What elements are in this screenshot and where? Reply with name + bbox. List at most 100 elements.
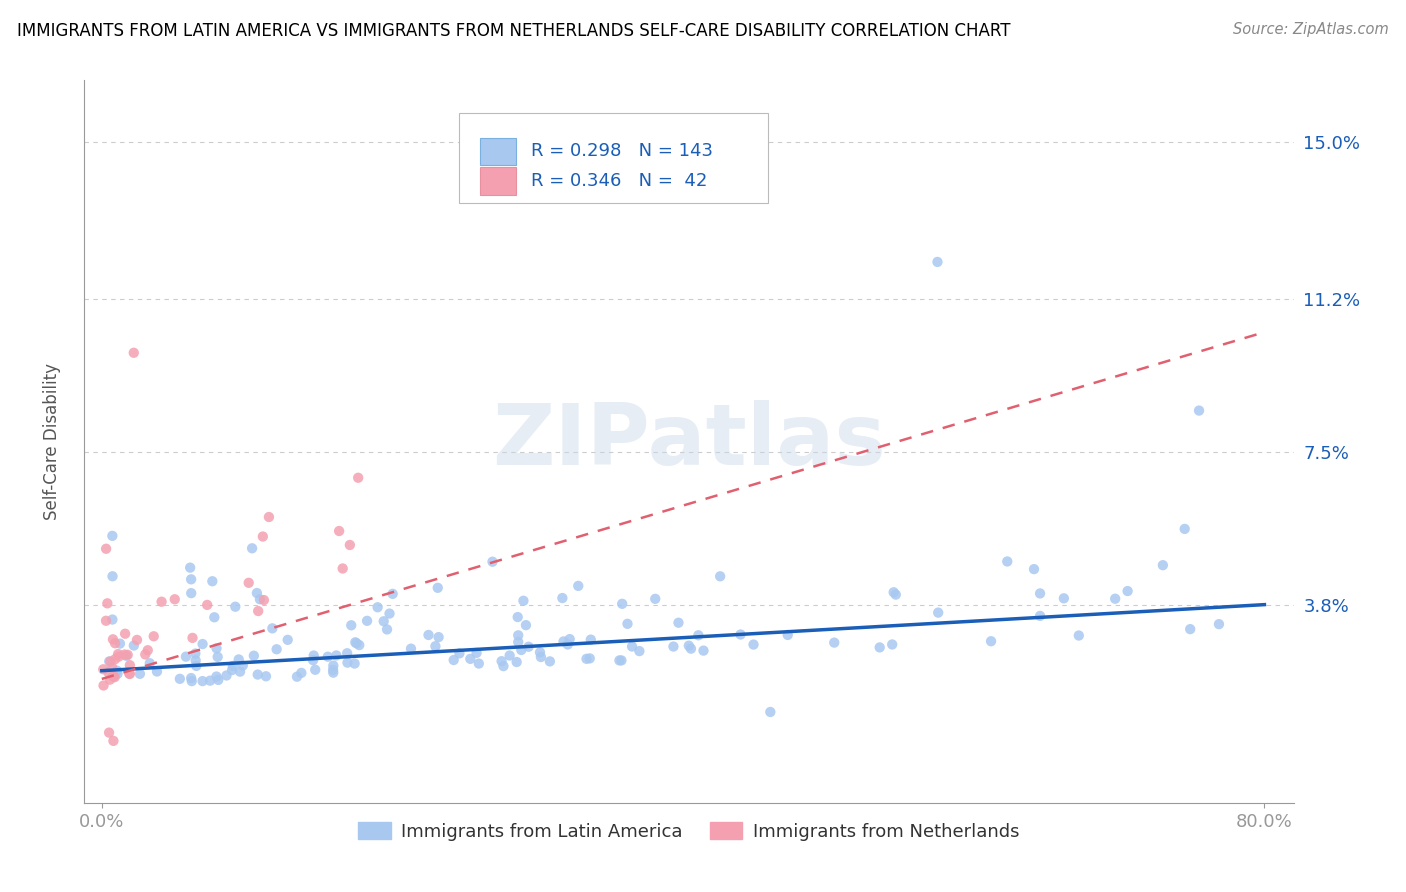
- Point: [730, 627, 752, 641]
- Point: [98, 725, 121, 739]
- Point: [530, 650, 553, 665]
- Point: [344, 635, 367, 649]
- Point: [322, 665, 344, 680]
- Point: [181, 631, 204, 645]
- Point: [980, 634, 1002, 648]
- Point: [150, 595, 173, 609]
- Point: [105, 664, 128, 678]
- Point: [381, 587, 404, 601]
- Point: [180, 572, 202, 586]
- Point: [1174, 522, 1197, 536]
- Point: [93, 679, 115, 693]
- Point: [221, 663, 243, 677]
- Point: [174, 649, 197, 664]
- Point: [883, 585, 905, 599]
- Point: [468, 657, 491, 671]
- Point: [224, 599, 246, 614]
- Point: [1067, 628, 1090, 642]
- Point: [332, 561, 354, 575]
- Point: [101, 613, 124, 627]
- Point: [207, 649, 229, 664]
- Point: [104, 670, 127, 684]
- Point: [557, 638, 579, 652]
- Point: [134, 648, 156, 662]
- Point: [302, 648, 325, 663]
- Point: [621, 640, 644, 654]
- Point: [114, 626, 136, 640]
- Point: [104, 636, 127, 650]
- Point: [101, 632, 124, 647]
- Point: [578, 651, 600, 665]
- Point: [882, 638, 904, 652]
- Point: [302, 653, 325, 667]
- Point: [538, 654, 561, 668]
- Point: [505, 655, 527, 669]
- Point: [662, 640, 685, 654]
- Point: [579, 632, 602, 647]
- Point: [285, 670, 308, 684]
- Point: [98, 673, 121, 687]
- Point: [136, 643, 159, 657]
- Point: [146, 665, 169, 679]
- Point: [114, 648, 136, 662]
- Point: [884, 588, 907, 602]
- Text: Source: ZipAtlas.com: Source: ZipAtlas.com: [1233, 22, 1389, 37]
- Point: [191, 674, 214, 689]
- Point: [367, 600, 389, 615]
- Point: [94, 614, 117, 628]
- Point: [202, 610, 225, 624]
- Point: [240, 541, 263, 556]
- Point: [688, 628, 710, 642]
- Point: [506, 610, 529, 624]
- Point: [692, 643, 714, 657]
- Point: [117, 648, 139, 662]
- Point: [101, 529, 124, 543]
- Point: [107, 649, 129, 664]
- Point: [508, 628, 530, 642]
- Point: [349, 638, 371, 652]
- Point: [1029, 608, 1052, 623]
- Point: [257, 510, 280, 524]
- Point: [1116, 584, 1139, 599]
- Point: [1104, 591, 1126, 606]
- Point: [180, 586, 202, 600]
- Point: [325, 648, 347, 663]
- Point: [927, 606, 949, 620]
- Point: [118, 666, 141, 681]
- Point: [612, 597, 634, 611]
- Point: [101, 569, 124, 583]
- Point: [238, 575, 260, 590]
- Point: [228, 652, 250, 666]
- Point: [378, 607, 401, 621]
- Point: [249, 592, 271, 607]
- Point: [98, 654, 121, 668]
- Point: [100, 655, 122, 669]
- Point: [253, 593, 276, 607]
- Point: [201, 574, 224, 589]
- Point: [742, 638, 765, 652]
- Point: [709, 569, 731, 583]
- Point: [222, 659, 245, 673]
- Point: [246, 586, 269, 600]
- Point: [195, 598, 218, 612]
- Point: [575, 652, 598, 666]
- Point: [508, 635, 530, 649]
- Point: [118, 667, 141, 681]
- Point: [262, 621, 284, 635]
- Point: [347, 471, 370, 485]
- Point: [399, 641, 422, 656]
- Point: [243, 648, 266, 663]
- Point: [122, 345, 145, 359]
- Point: [668, 615, 690, 630]
- Point: [122, 639, 145, 653]
- Point: [246, 667, 269, 681]
- Point: [91, 662, 114, 676]
- Point: [304, 663, 326, 677]
- Point: [1188, 403, 1211, 417]
- Point: [142, 629, 165, 643]
- Point: [512, 593, 534, 607]
- Point: [927, 255, 949, 269]
- Point: [449, 646, 471, 660]
- Point: [96, 596, 118, 610]
- Point: [207, 673, 229, 687]
